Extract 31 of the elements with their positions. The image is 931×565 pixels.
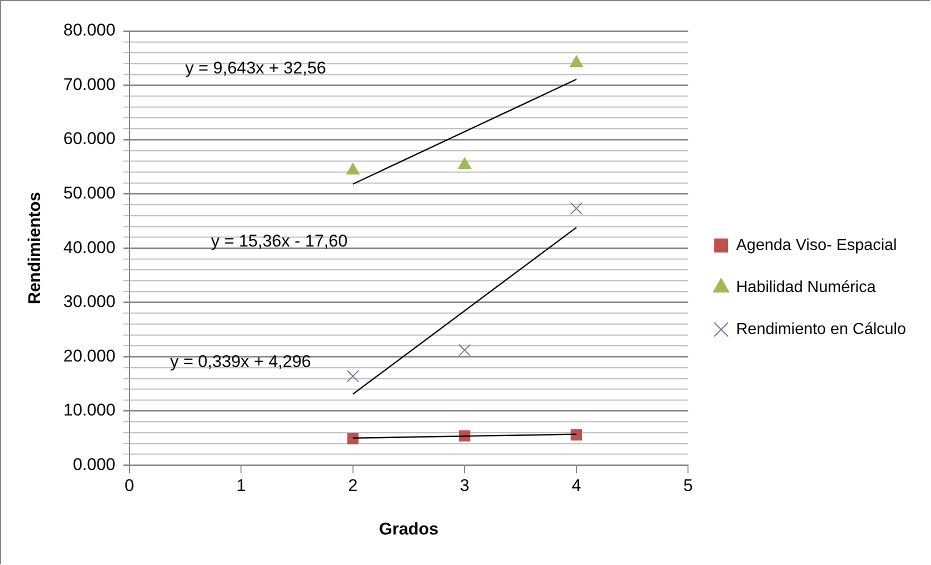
point bbox=[570, 202, 583, 215]
y-tick-label: 0.000 bbox=[72, 454, 116, 474]
y-tick-label: 70.000 bbox=[63, 74, 116, 94]
legend-label: Agenda Viso- Espacial bbox=[736, 236, 897, 254]
annotation: y = 9,643x + 32,56 bbox=[185, 58, 326, 78]
annotation: y = 0,339x + 4,296 bbox=[170, 352, 312, 371]
point bbox=[458, 157, 472, 170]
x-tick-label: 4 bbox=[572, 476, 582, 496]
y-tick-label: 80.000 bbox=[63, 20, 116, 40]
x-tick-label: 2 bbox=[348, 476, 358, 496]
legend-label: Rendimiento en Cálculo bbox=[736, 320, 906, 338]
x-tick-label: 1 bbox=[236, 476, 246, 496]
y-tick-label: 40.000 bbox=[63, 238, 116, 257]
legend-label: Habilidad Numérica bbox=[736, 278, 876, 296]
y-tick-label: 20.000 bbox=[63, 346, 116, 366]
x-axis-title: Grados bbox=[378, 519, 439, 538]
point bbox=[347, 432, 359, 444]
annotation: y = 15,36x - 17,60 bbox=[210, 231, 348, 250]
y-tick-label: 50.000 bbox=[63, 184, 116, 203]
y-tick-label: 30.000 bbox=[63, 292, 116, 312]
point bbox=[346, 370, 360, 382]
x-tick-label: 0 bbox=[124, 476, 134, 496]
y-axis-title: Rendimientos bbox=[24, 192, 44, 304]
point bbox=[346, 162, 360, 174]
point bbox=[569, 55, 584, 68]
y-tick-label: 60.000 bbox=[63, 129, 116, 148]
y-tick-label: 10.000 bbox=[63, 400, 116, 420]
point bbox=[458, 344, 471, 356]
x-tick-label: 5 bbox=[683, 476, 693, 496]
point bbox=[570, 429, 582, 440]
x-tick-label: 3 bbox=[460, 476, 470, 496]
